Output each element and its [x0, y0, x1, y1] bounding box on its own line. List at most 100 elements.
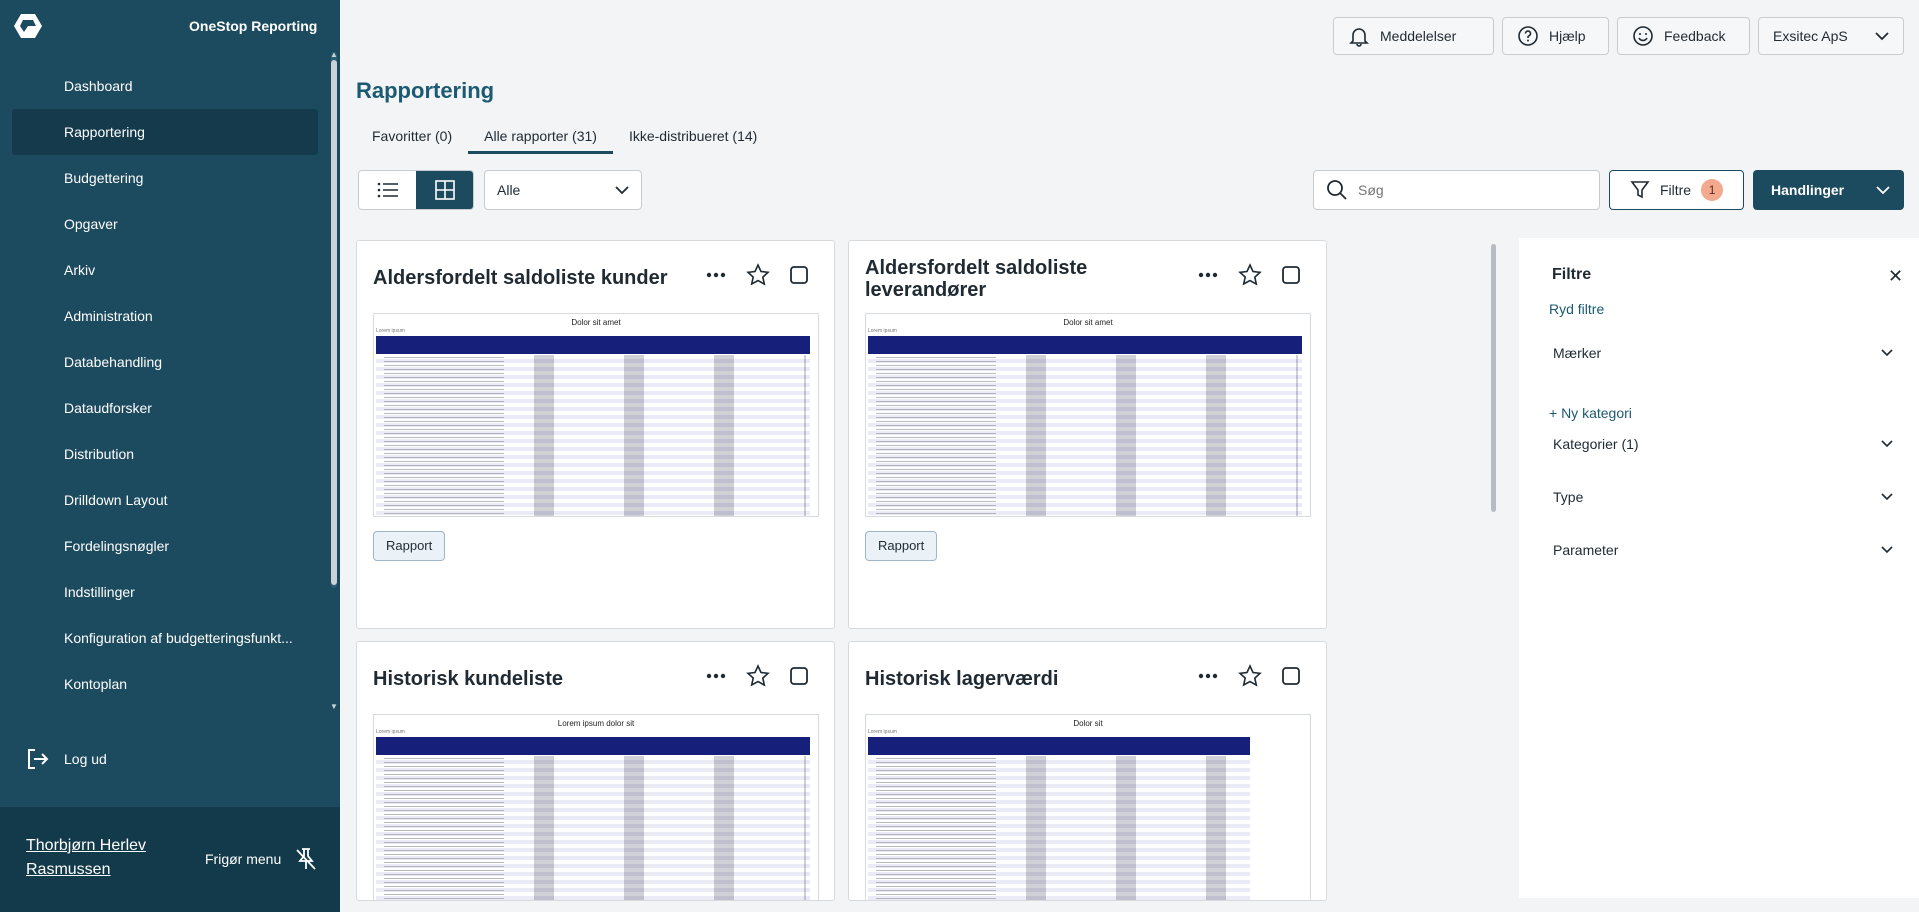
sidebar-item-administration[interactable]: Administration — [64, 308, 153, 324]
view-toggle — [358, 170, 474, 210]
notifications-button[interactable]: Meddelelser — [1333, 17, 1494, 55]
actions-label: Handlinger — [1771, 182, 1845, 198]
content-scrollbar[interactable] — [1491, 244, 1496, 512]
card-actions — [1198, 263, 1300, 287]
list-icon — [377, 182, 398, 198]
sidebar: OneStop Reporting Dashboard Rapportering… — [0, 0, 340, 912]
unpin-menu-button[interactable]: Frigør menu — [205, 847, 317, 871]
tab-alle-rapporter[interactable]: Alle rapporter (31) — [468, 124, 613, 154]
scroll-down-icon[interactable]: ▼ — [330, 702, 338, 711]
favorite-star-icon[interactable] — [746, 664, 770, 688]
favorite-star-icon[interactable] — [746, 263, 770, 287]
thumbnail-title: Dolor sit — [1073, 719, 1103, 728]
actions-button[interactable]: Handlinger — [1753, 170, 1904, 210]
favorite-star-icon[interactable] — [1238, 664, 1262, 688]
unpin-menu-label: Frigør menu — [205, 851, 282, 867]
app-logo-icon[interactable] — [14, 13, 42, 39]
filter-label: Filtre — [1659, 182, 1692, 198]
report-thumbnail: Dolor sit amet Lorem ipsum — [373, 313, 819, 517]
report-filter-value: Alle — [497, 182, 521, 198]
thumbnail-subtitle: Lorem ipsum — [868, 729, 897, 735]
report-thumbnail: Dolor sit amet Lorem ipsum — [865, 313, 1311, 517]
select-checkbox[interactable] — [790, 266, 808, 284]
feedback-button[interactable]: Feedback — [1617, 17, 1750, 55]
report-filter-select[interactable]: Alle — [484, 170, 642, 210]
filter-section-label: Kategorier (1) — [1553, 436, 1639, 452]
sidebar-item-drilldown-layout[interactable]: Drilldown Layout — [64, 492, 168, 508]
report-thumbnail: Dolor sit Lorem ipsum — [865, 714, 1311, 900]
sidebar-item-opgaver[interactable]: Opgaver — [64, 216, 118, 232]
report-card[interactable]: Aldersfordelt saldoliste leverandører Do… — [848, 240, 1327, 629]
company-label: Exsitec ApS — [1773, 28, 1848, 44]
tab-favoritter[interactable]: Favoritter (0) — [372, 128, 453, 144]
smiley-icon — [1633, 26, 1653, 46]
more-icon[interactable] — [1198, 673, 1218, 679]
filter-section-parameter[interactable]: Parameter — [1553, 542, 1893, 558]
sidebar-item-arkiv[interactable]: Arkiv — [64, 262, 96, 278]
card-actions — [706, 664, 808, 688]
logout-icon — [28, 749, 49, 769]
sidebar-item-konfiguration[interactable]: Konfiguration af budgetteringsfunkt... — [64, 630, 293, 646]
report-type-button[interactable]: Rapport — [865, 531, 938, 561]
filter-section-tags[interactable]: Mærker — [1553, 345, 1893, 361]
logo-row: OneStop Reporting — [0, 0, 340, 52]
clear-filters-link[interactable]: Ryd filtre — [1549, 301, 1605, 317]
chevron-down-icon — [1881, 349, 1893, 357]
page-title: Rapportering — [356, 78, 495, 103]
card-actions — [1198, 664, 1300, 688]
company-selector[interactable]: Exsitec ApS — [1758, 17, 1904, 55]
report-thumbnail: Lorem ipsum dolor sit Lorem ipsum — [373, 714, 819, 900]
more-icon[interactable] — [706, 272, 726, 278]
favorite-star-icon[interactable] — [1238, 263, 1262, 287]
filter-section-categories[interactable]: Kategorier (1) — [1553, 436, 1893, 452]
unpin-icon — [296, 848, 316, 870]
sidebar-item-indstillinger[interactable]: Indstillinger — [64, 584, 135, 600]
tab-ikke-distribueret[interactable]: Ikke-distribueret (14) — [628, 128, 758, 144]
sidebar-item-fordelingsnogler[interactable]: Fordelingsnøgler — [64, 538, 170, 554]
chevron-down-icon — [1881, 440, 1893, 448]
select-checkbox[interactable] — [1282, 667, 1300, 685]
bell-icon — [1349, 28, 1369, 47]
sidebar-item-dataudforsker[interactable]: Dataudforsker — [64, 400, 152, 416]
new-category-button[interactable]: + Ny kategori — [1549, 405, 1632, 421]
sidebar-item-budgettering[interactable]: Budgettering — [64, 170, 144, 186]
filter-section-label: Type — [1553, 489, 1584, 505]
filter-panel-title: Filtre — [1552, 266, 1592, 283]
chevron-down-icon — [615, 186, 629, 195]
report-card[interactable]: Aldersfordelt saldoliste kunder Dolor si… — [356, 240, 835, 629]
notifications-label: Meddelelser — [1380, 28, 1457, 44]
report-card[interactable]: Historisk kundeliste Lorem ipsum dolor s… — [356, 641, 835, 901]
more-icon[interactable] — [1198, 272, 1218, 278]
grid-view-button[interactable] — [416, 171, 473, 209]
chevron-down-icon — [1881, 493, 1893, 501]
list-view-button[interactable] — [359, 171, 416, 209]
feedback-label: Feedback — [1664, 28, 1726, 44]
report-type-button[interactable]: Rapport — [373, 531, 446, 561]
select-checkbox[interactable] — [1282, 266, 1300, 284]
help-label: Hjælp — [1549, 28, 1586, 44]
report-card-title: Aldersfordelt saldoliste leverandører — [865, 257, 1088, 301]
filter-section-label: Mærker — [1553, 345, 1602, 361]
sidebar-nav: Dashboard Rapportering Budgettering Opga… — [12, 63, 318, 707]
more-icon[interactable] — [706, 673, 726, 679]
user-name-link[interactable]: Thorbjørn Herlev Rasmussen — [26, 837, 147, 878]
report-card-title: Historisk lagerværdi — [865, 668, 1059, 690]
search-input[interactable] — [1358, 182, 1578, 198]
report-card[interactable]: Historisk lagerværdi Dolor sit Lorem ips… — [848, 641, 1327, 901]
close-icon[interactable]: ✕ — [1888, 266, 1904, 286]
sidebar-item-rapportering[interactable]: Rapportering — [12, 109, 318, 155]
sidebar-item-databehandling[interactable]: Databehandling — [64, 354, 163, 370]
thumbnail-subtitle: Lorem ipsum — [868, 328, 897, 334]
sidebar-scrollbar-thumb[interactable] — [331, 60, 337, 585]
help-button[interactable]: Hjælp — [1502, 17, 1609, 55]
filter-section-type[interactable]: Type — [1553, 489, 1893, 505]
logout-button[interactable]: Log ud — [26, 745, 107, 773]
filter-panel: Filtre ✕ Ryd filtre Mærker + Ny kategori… — [1519, 238, 1919, 898]
scroll-up-icon[interactable]: ▲ — [330, 50, 338, 59]
select-checkbox[interactable] — [790, 667, 808, 685]
sidebar-item-kontoplan[interactable]: Kontoplan — [64, 676, 128, 692]
sidebar-item-dashboard[interactable]: Dashboard — [64, 78, 133, 94]
sidebar-item-distribution[interactable]: Distribution — [64, 446, 135, 462]
filter-button[interactable]: Filtre 1 — [1609, 170, 1744, 210]
app-name: OneStop Reporting — [189, 18, 318, 34]
